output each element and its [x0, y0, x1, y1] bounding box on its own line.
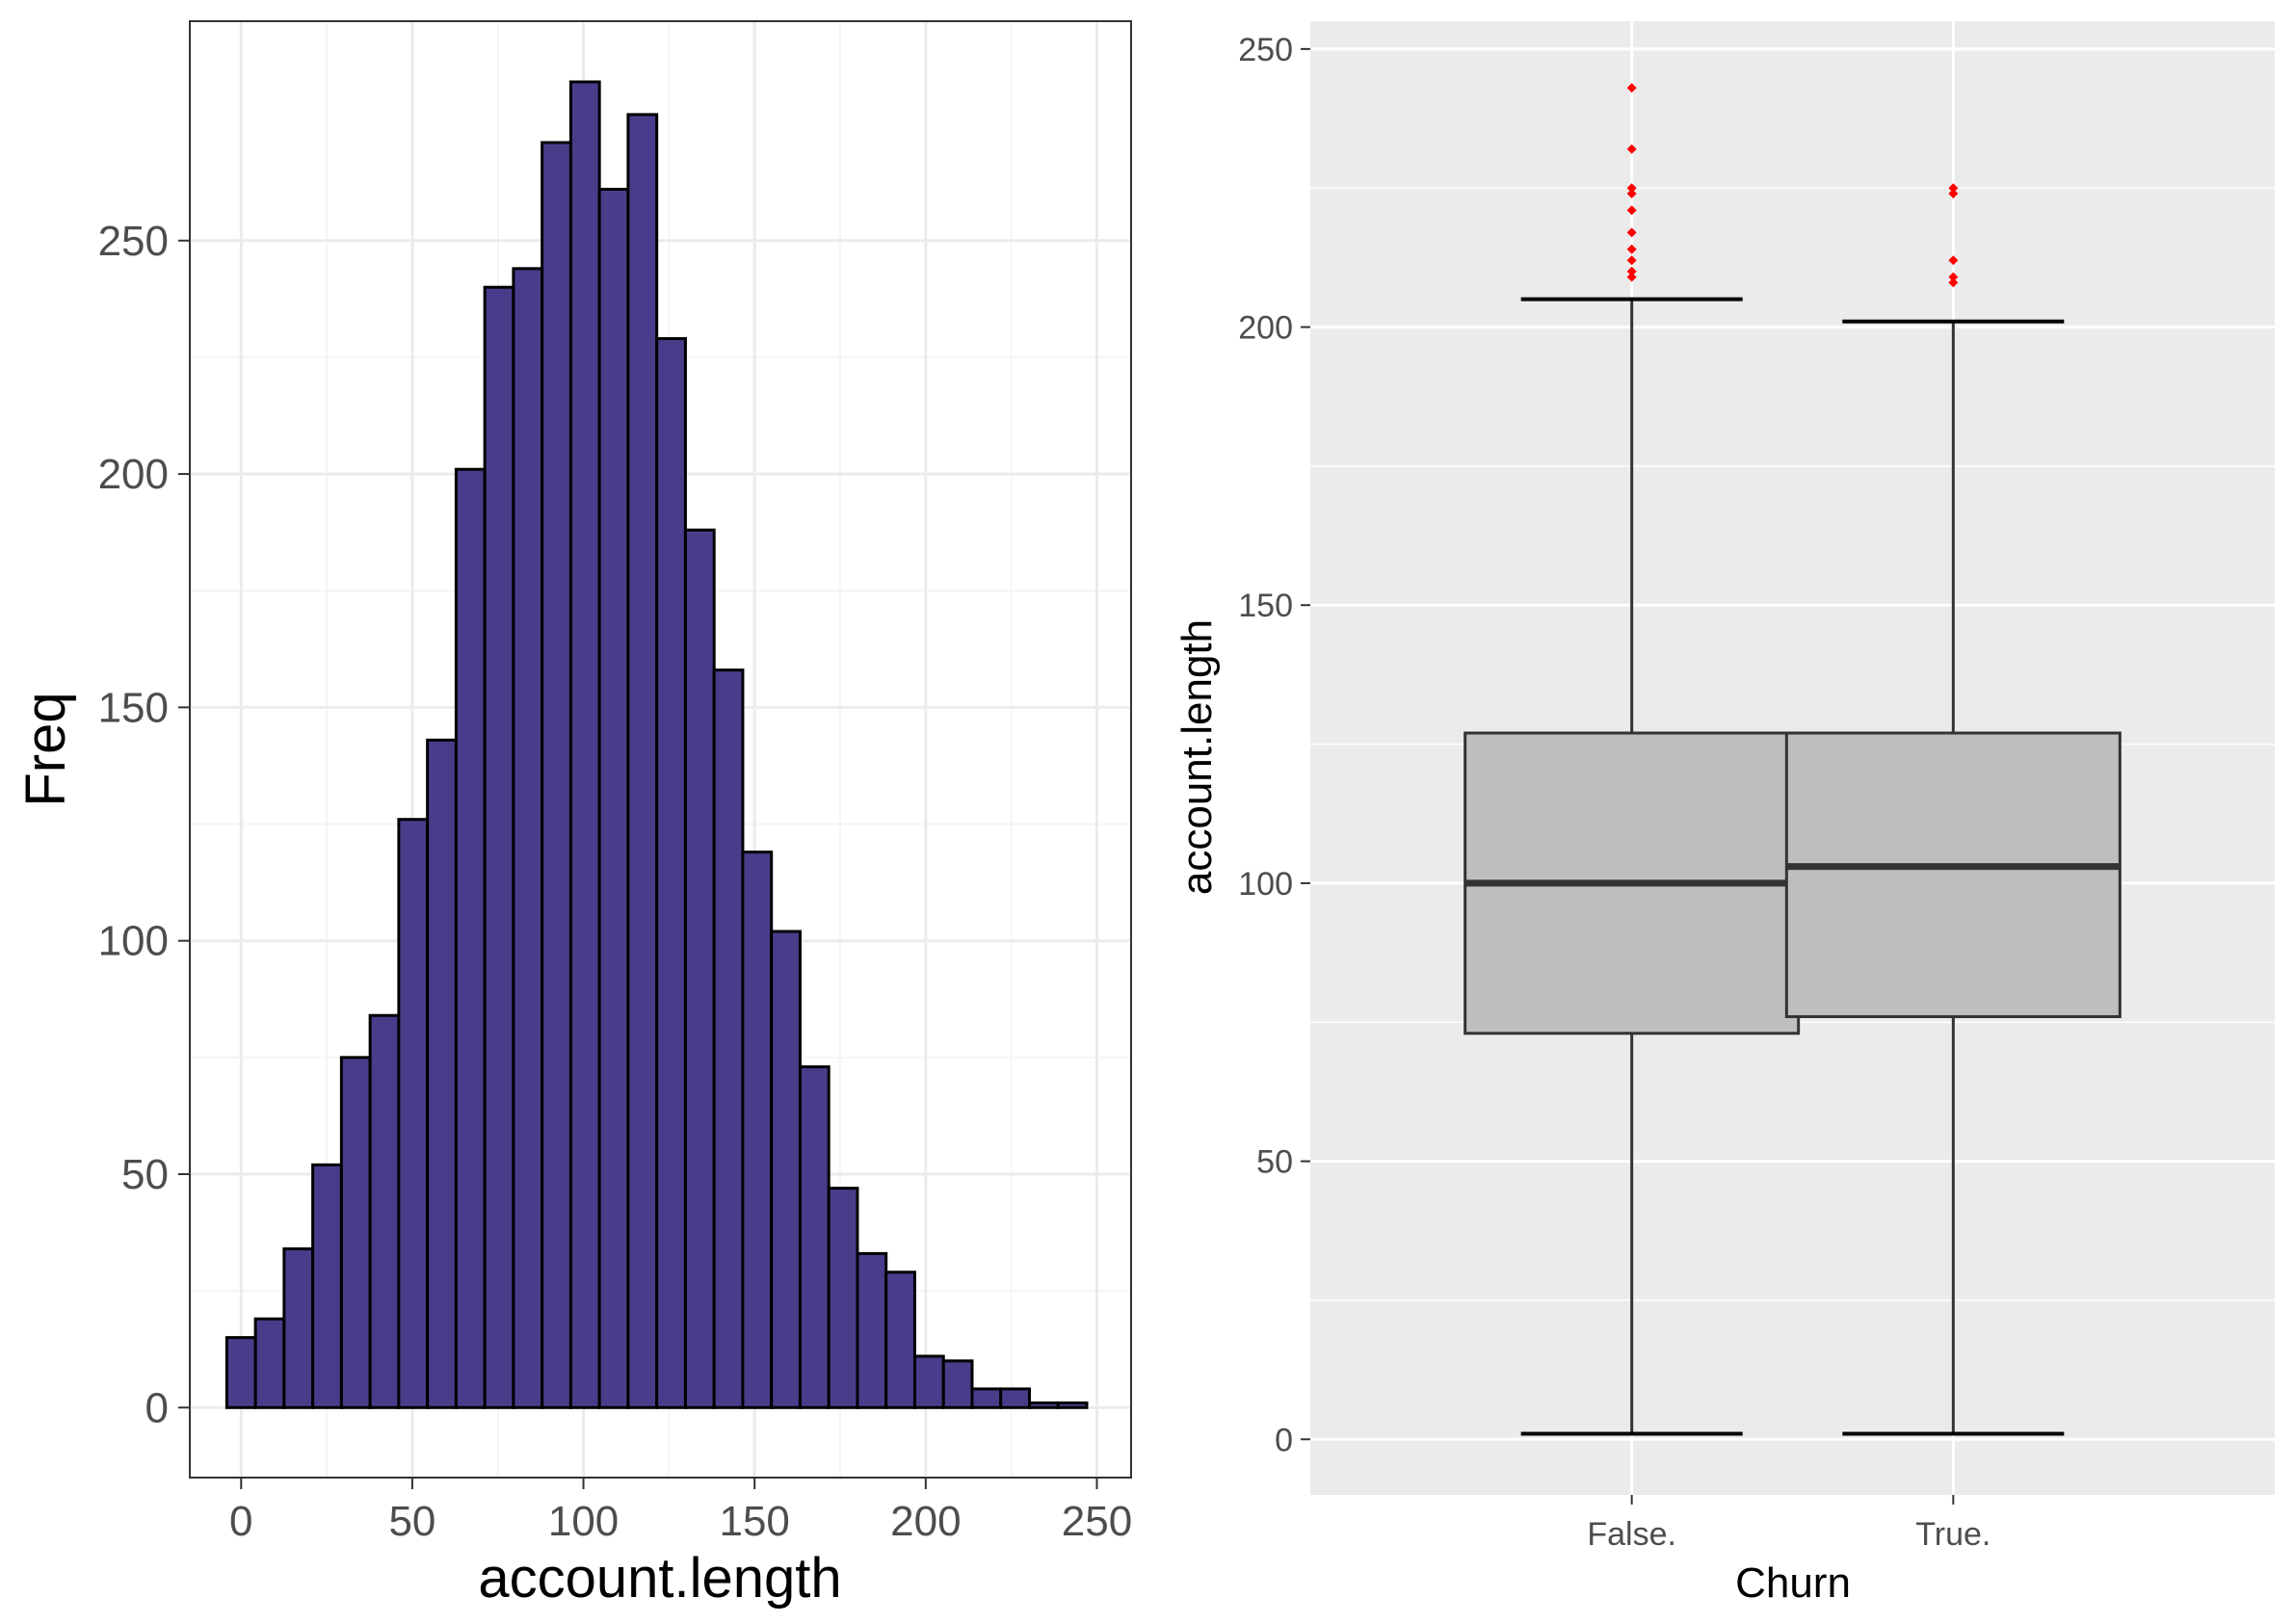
boxplot-outlier-point [1948, 255, 1959, 266]
histogram-x-tick-label: 100 [548, 1498, 619, 1545]
histogram-bar [397, 818, 430, 1409]
boxplot-outlier-point [1626, 188, 1637, 198]
boxplot-y-tick-label: 200 [1238, 310, 1293, 347]
histogram-y-tick-label: 50 [121, 1151, 169, 1198]
histogram-bar [999, 1387, 1031, 1409]
histogram-bar [568, 80, 601, 1409]
boxplot-outlier-point [1626, 227, 1637, 238]
histogram-bar [483, 285, 515, 1409]
histogram-bar [941, 1359, 974, 1409]
boxplot-x-tick-label: False. [1587, 1516, 1676, 1553]
histogram-x-tick-label: 250 [1062, 1498, 1132, 1545]
boxplot-y-tick-label: 50 [1256, 1144, 1293, 1181]
histogram-bar [224, 1336, 257, 1409]
boxplot-outlier-point [1626, 255, 1637, 266]
boxplot-y-tick-label: 150 [1238, 588, 1293, 624]
histogram-x-tick-label: 200 [890, 1498, 961, 1545]
boxplot-outlier-point [1626, 183, 1637, 194]
boxplot-y-axis: 0 50 100 150 200 250 [1238, 32, 1310, 1458]
boxplot-y-tick-label: 100 [1238, 866, 1293, 903]
boxplot-outlier-point [1948, 183, 1959, 194]
histogram-bar [368, 1013, 401, 1409]
histogram-y-tick-label: 200 [98, 451, 169, 498]
histogram-bar [541, 141, 572, 1409]
boxplot-box-false [1463, 83, 1801, 1436]
histogram-bar [426, 738, 458, 1409]
histogram-y-axis-title: Freq [14, 692, 77, 806]
boxplot-outlier-point [1626, 266, 1637, 276]
histogram-bar [741, 851, 774, 1409]
histogram-bar [626, 113, 659, 1409]
boxplot-x-tick-label: True. [1915, 1516, 1991, 1553]
boxplot-x-axis: False. True. [1587, 1495, 1991, 1553]
histogram-y-tick-label: 150 [98, 684, 169, 731]
boxplot-outlier-point [1948, 272, 1959, 282]
boxplot-y-tick-label: 0 [1275, 1422, 1293, 1458]
histogram-bar [1027, 1401, 1060, 1409]
histogram-x-axis-title: account.length [478, 1547, 841, 1610]
histogram-bar [770, 930, 802, 1409]
boxplot-outlier-point [1626, 205, 1637, 216]
histogram-bar [512, 267, 544, 1409]
histogram-bar [683, 528, 716, 1409]
histogram-panel-border [189, 20, 1132, 1479]
histogram-bar [970, 1387, 1003, 1409]
histogram-panel: 0 50 100 150 200 250 0 50 100 150 200 250 account.… [14, 20, 1132, 1610]
histogram-bar [856, 1251, 888, 1409]
histogram-bar [655, 337, 687, 1409]
histogram-x-tick-label: 50 [388, 1498, 435, 1545]
boxplot-x-axis-title: Churn [1735, 1559, 1851, 1607]
boxplot-outlier-point [1948, 188, 1959, 198]
histogram-bar [1056, 1401, 1089, 1409]
histogram-y-axis: 0 50 100 150 200 250 [98, 218, 190, 1431]
histogram-bar [282, 1247, 315, 1409]
histogram-bar [454, 467, 487, 1409]
boxplot-y-tick-label: 250 [1238, 32, 1293, 68]
boxplot-iqr-box [1784, 731, 2122, 1018]
histogram-bar [597, 187, 630, 1409]
histogram-y-tick-label: 250 [98, 218, 169, 265]
boxplot-outlier-point [1626, 272, 1637, 282]
histogram-bar [827, 1187, 859, 1409]
boxplot-boxes [1463, 83, 2122, 1436]
histogram-x-axis: 0 50 100 150 200 250 [229, 1478, 1132, 1545]
histogram-bar [253, 1317, 286, 1409]
histogram-y-tick-label: 100 [98, 918, 169, 965]
histogram-bar [912, 1354, 945, 1409]
boxplot-outlier-point [1626, 244, 1637, 254]
histogram-bar [884, 1270, 916, 1409]
boxplot-outlier-point [1626, 83, 1637, 93]
boxplot-outlier-point [1948, 277, 1959, 288]
boxplot-y-axis-title: account.length [1173, 619, 1221, 895]
histogram-y-tick-label: 0 [145, 1384, 169, 1431]
histogram-x-tick-label: 0 [229, 1498, 252, 1545]
histogram-bar [712, 668, 745, 1409]
boxplot-outlier-point [1626, 144, 1637, 154]
histogram-bar [798, 1065, 831, 1409]
histogram-x-tick-label: 150 [719, 1498, 789, 1545]
histogram-bar [339, 1056, 372, 1409]
histogram-bars [224, 80, 1089, 1409]
boxplot-box-true [1784, 183, 2122, 1436]
histogram-bar [311, 1163, 343, 1409]
boxplot-panel: False. True. 0 50 100 150 200 250 Churn accoun… [1173, 21, 2275, 1607]
